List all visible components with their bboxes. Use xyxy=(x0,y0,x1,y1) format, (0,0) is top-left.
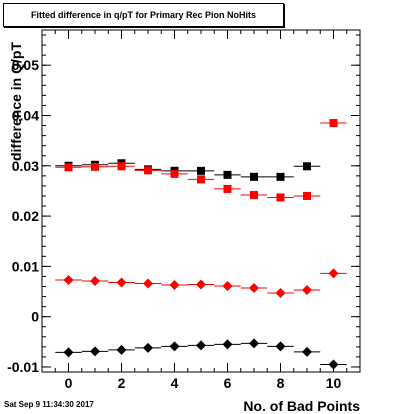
data-point-diamond xyxy=(249,338,259,349)
data-point-diamond xyxy=(328,268,339,279)
series-3 xyxy=(55,338,347,370)
data-point-diamond xyxy=(143,342,153,353)
axis-ticks: -0.01 0 0.01 0.02 0.03 0.04 0.05 0 2 4 6 8 10 xyxy=(7,30,361,391)
data-point-diamond xyxy=(275,341,286,352)
data-point-square xyxy=(223,170,232,179)
y-tick-label: 0.03 xyxy=(12,158,39,174)
x-tick-label: 6 xyxy=(224,375,232,391)
data-point-diamond xyxy=(63,274,74,285)
data-point-diamond xyxy=(169,341,180,352)
data-point-diamond xyxy=(302,346,312,357)
data-point-diamond xyxy=(275,288,286,299)
x-tick-label: 8 xyxy=(277,375,285,391)
data-point-diamond xyxy=(90,275,100,286)
data-point-square xyxy=(197,166,205,175)
data-point-square xyxy=(91,162,99,171)
y-tick-label: -0.01 xyxy=(7,359,39,375)
y-tick-label: 0.04 xyxy=(12,108,39,124)
data-point-diamond xyxy=(116,277,127,288)
plot-border xyxy=(41,29,361,373)
data-point-square xyxy=(170,169,179,178)
data-point-diamond xyxy=(63,347,74,358)
series-1 xyxy=(55,119,347,202)
data-point-diamond xyxy=(196,340,206,351)
y-axis-label: difference in Q/pT xyxy=(8,42,24,161)
y-tick-label: 0.05 xyxy=(12,57,39,73)
data-point-square xyxy=(303,162,311,171)
x-tick-label: 10 xyxy=(326,375,342,391)
data-point-diamond xyxy=(249,283,259,294)
data-point-square xyxy=(117,162,126,171)
y-tick-label: 0.02 xyxy=(12,208,39,224)
data-point-square xyxy=(276,172,285,181)
timestamp: Sat Sep 9 11:34:30 2017 xyxy=(4,400,94,409)
data-point-diamond xyxy=(143,278,153,289)
data-point-square xyxy=(303,191,311,200)
x-axis-label: No. of Bad Points xyxy=(243,398,360,414)
data-point-diamond xyxy=(90,346,100,357)
chart-title: Fitted difference in q/pT for Primary Re… xyxy=(30,10,257,20)
data-point-diamond xyxy=(116,344,127,355)
data-point-square xyxy=(250,172,258,181)
data-point-diamond xyxy=(169,279,180,290)
x-tick-label: 2 xyxy=(118,375,126,391)
data-series xyxy=(55,119,347,370)
data-point-diamond xyxy=(302,285,312,296)
data-point-square xyxy=(144,166,152,175)
data-point-diamond xyxy=(196,279,206,290)
x-tick-label: 0 xyxy=(65,375,73,391)
y-tick-label: 0.01 xyxy=(12,258,39,274)
x-tick-label: 4 xyxy=(171,375,179,391)
data-point-square xyxy=(276,193,285,202)
data-point-square xyxy=(64,163,73,172)
series-2 xyxy=(55,268,347,299)
data-point-diamond xyxy=(222,339,233,350)
data-point-diamond xyxy=(328,359,339,370)
chart-title-box: Fitted difference in q/pT for Primary Re… xyxy=(3,3,284,27)
data-point-square xyxy=(329,119,338,128)
plot-frame xyxy=(41,29,361,373)
data-point-square xyxy=(250,190,258,199)
data-point-square xyxy=(223,184,232,193)
y-tick-label: 0 xyxy=(31,309,39,325)
data-point-square xyxy=(197,175,205,184)
data-point-diamond xyxy=(222,280,233,291)
